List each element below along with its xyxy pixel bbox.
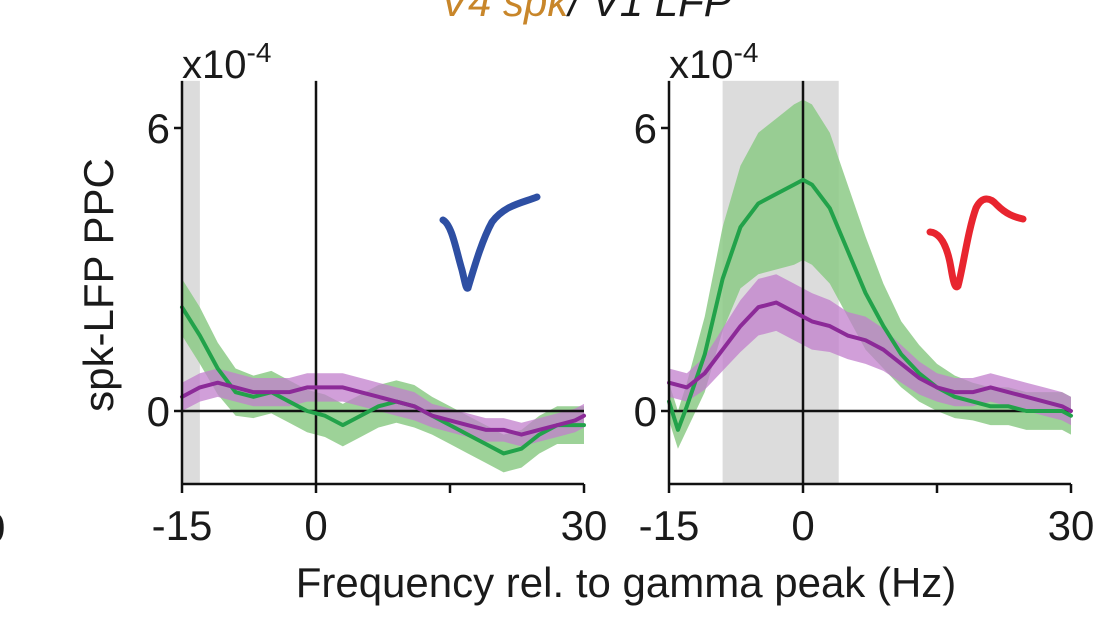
x-tick-label: 30	[561, 502, 608, 549]
cut-off-tick-label: 0	[0, 504, 5, 551]
y-tick-label: 0	[147, 388, 170, 435]
error-band-purple	[669, 274, 1071, 426]
error-band-green	[669, 99, 1071, 449]
series-line-green	[180, 305, 586, 456]
gamma-window-shade	[182, 80, 200, 484]
narrow-spike-waveform-icon	[439, 193, 541, 292]
panel-narrow-spiking: 0 6 -15 0 30 x10-4	[147, 37, 608, 549]
x-tick-label: -15	[639, 502, 700, 549]
series-line-purple	[180, 380, 586, 437]
y-exponent-label: x10-4	[182, 37, 271, 87]
y-tick-label: 0	[634, 388, 657, 435]
error-band-purple	[182, 368, 584, 447]
header-v1-lfp: / V1 LFP	[565, 0, 731, 25]
x-tick-label: 0	[304, 502, 327, 549]
y-exponent-label: x10-4	[669, 37, 758, 87]
series-line-green	[667, 177, 1073, 432]
x-tick-label: 0	[791, 502, 814, 549]
y-tick-label: 6	[634, 105, 657, 152]
y-tick-label: 6	[147, 105, 170, 152]
y-axis-label: spk-LFP PPC	[75, 158, 122, 412]
series-line-purple	[667, 300, 1073, 413]
x-tick-label: 30	[1048, 502, 1095, 549]
broad-spike-waveform-icon	[926, 195, 1027, 291]
svg-text:V4 spk/ V1 LFP: V4 spk/ V1 LFP	[440, 0, 732, 25]
x-axis-label: Frequency rel. to gamma peak (Hz)	[296, 559, 957, 606]
error-band-green	[182, 278, 584, 473]
x-tick-label: -15	[152, 502, 213, 549]
panel-broad-spiking: 0 6 -15 0 30 x10-4	[634, 37, 1095, 549]
header-v4-spk: V4 spk	[440, 0, 570, 25]
